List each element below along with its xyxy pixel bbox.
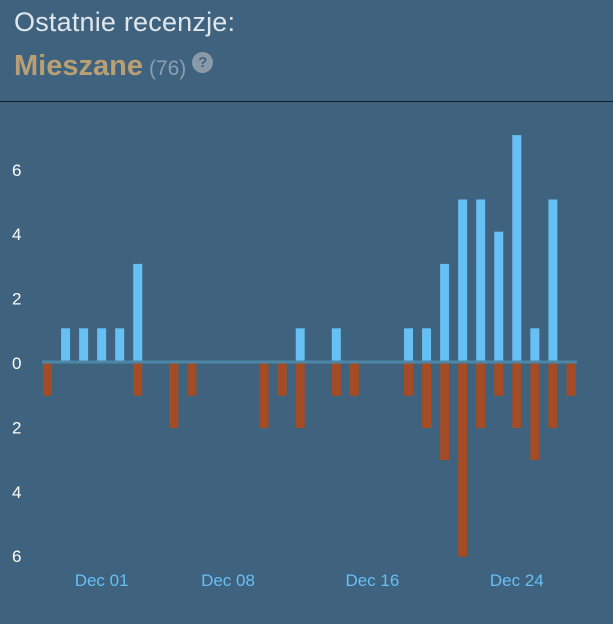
bar-positive[interactable] xyxy=(512,135,522,361)
bar-negative[interactable] xyxy=(187,363,197,396)
bar-positive[interactable] xyxy=(422,328,432,361)
bar-negative[interactable] xyxy=(133,363,143,396)
x-tick-label: Dec 24 xyxy=(490,571,544,590)
bar-positive[interactable] xyxy=(476,199,486,361)
bar-negative[interactable] xyxy=(548,363,558,428)
bar-negative[interactable] xyxy=(440,363,450,461)
bar-negative[interactable] xyxy=(566,363,576,396)
y-tick-label: 2 xyxy=(12,418,21,437)
x-tick-label: Dec 08 xyxy=(201,571,255,590)
bar-positive[interactable] xyxy=(97,328,107,361)
section-title: Ostatnie recenzje: xyxy=(14,7,236,37)
bar-positive[interactable] xyxy=(79,328,89,361)
bar-negative[interactable] xyxy=(43,363,52,396)
bar-positive[interactable] xyxy=(404,328,413,361)
rating-label[interactable]: Mieszane xyxy=(14,50,143,82)
bar-positive[interactable] xyxy=(440,263,450,361)
y-tick-label: 6 xyxy=(12,161,21,180)
reviews-header: Ostatnie recenzje: Mieszane (76)? xyxy=(0,0,613,102)
y-tick-label: 6 xyxy=(12,547,21,566)
bar-negative[interactable] xyxy=(530,363,540,461)
bar-negative[interactable] xyxy=(295,363,305,428)
bar-positive[interactable] xyxy=(530,328,540,361)
bar-negative[interactable] xyxy=(169,363,179,428)
bar-negative[interactable] xyxy=(259,363,269,428)
y-tick-label: 0 xyxy=(12,354,21,373)
bar-negative[interactable] xyxy=(458,363,468,557)
bar-positive[interactable] xyxy=(295,328,305,361)
bar-negative[interactable] xyxy=(404,363,413,396)
y-tick-label: 4 xyxy=(12,483,21,502)
review-summary: Mieszane (76)? xyxy=(14,50,214,83)
y-tick-label: 4 xyxy=(12,225,21,244)
bar-positive[interactable] xyxy=(458,199,468,361)
x-tick-label: Dec 16 xyxy=(345,571,399,590)
bar-positive[interactable] xyxy=(115,328,125,361)
bar-negative[interactable] xyxy=(349,363,359,396)
bar-positive[interactable] xyxy=(548,199,558,361)
bar-negative[interactable] xyxy=(512,363,522,428)
bar-positive[interactable] xyxy=(494,231,504,361)
review-count: (76) xyxy=(148,57,187,80)
bar-negative[interactable] xyxy=(494,363,504,396)
bar-negative[interactable] xyxy=(476,363,486,428)
bar-negative[interactable] xyxy=(277,363,287,396)
bar-positive[interactable] xyxy=(133,263,143,361)
help-icon[interactable]: ? xyxy=(192,52,214,73)
y-tick-label: 2 xyxy=(12,290,21,309)
bar-negative[interactable] xyxy=(331,363,341,396)
bar-positive[interactable] xyxy=(331,328,341,361)
x-tick-label: Dec 01 xyxy=(75,571,129,590)
bar-negative[interactable] xyxy=(422,363,432,428)
bar-positive[interactable] xyxy=(61,328,71,361)
